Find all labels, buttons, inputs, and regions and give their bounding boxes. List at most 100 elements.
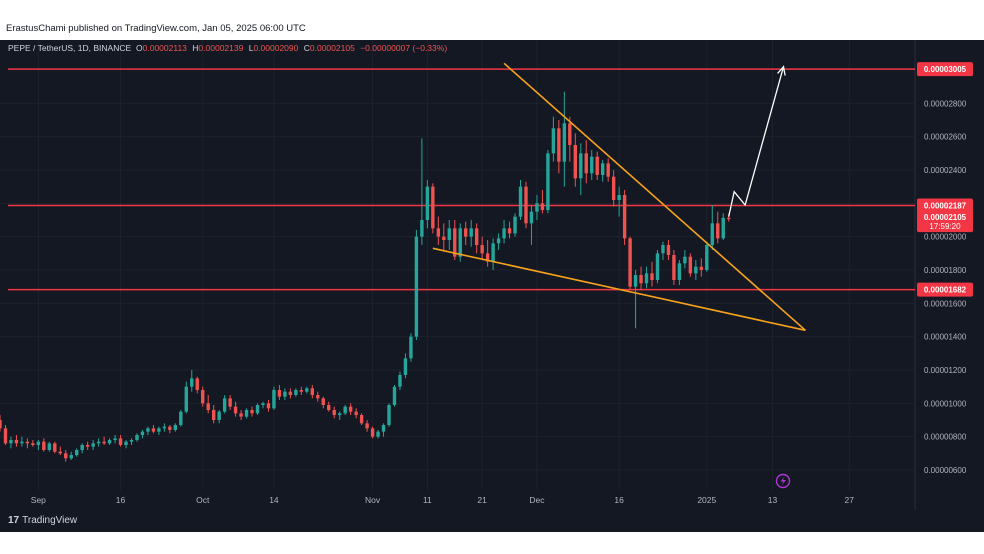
time-axis: Sep 16 Oct 14 Nov 11 21 Dec 16 2025 13 27: [31, 495, 854, 505]
candle-body: [518, 186, 523, 217]
candle-body: [107, 440, 112, 444]
candle-body: [414, 236, 419, 337]
price-tick-label: 0.00001400: [924, 333, 967, 342]
candle-body: [173, 425, 178, 430]
candle-body: [146, 428, 150, 432]
candle-body: [266, 403, 271, 409]
candle-body: [491, 243, 495, 262]
trendline: [503, 62, 806, 331]
legend-l-label: L: [249, 43, 254, 53]
candle-body: [650, 273, 654, 280]
candle-body: [365, 423, 369, 429]
projection-arrowhead: [777, 65, 786, 76]
candle-body: [288, 391, 293, 395]
candle-body: [129, 440, 134, 442]
current-price-label: 0.00002105: [924, 213, 967, 222]
price-tick-label: 0.00002400: [924, 166, 967, 175]
candle-body: [436, 228, 441, 237]
candle-body: [442, 236, 446, 240]
candle-body: [195, 378, 199, 390]
candle-body: [524, 186, 528, 224]
candle-body: [666, 245, 671, 255]
candle-body: [387, 405, 391, 425]
candle-body: [96, 441, 101, 444]
level-price-label: 0.00003005: [924, 65, 967, 74]
candle-body: [710, 223, 714, 245]
candle-body: [14, 440, 19, 444]
candle-body: [217, 411, 221, 420]
candle-body: [168, 426, 172, 430]
candle-body: [157, 428, 161, 432]
price-tick-label: 0.00000800: [924, 433, 967, 442]
grid-lines: [0, 40, 915, 490]
candle-body: [343, 406, 347, 414]
candle-body: [233, 406, 238, 414]
price-tick-label: 0.00000600: [924, 466, 967, 475]
legend-change: −0.00000007 (−0.33%): [360, 43, 447, 53]
candle-body: [222, 398, 227, 412]
candle-body: [332, 410, 336, 415]
chart-canvas[interactable]: 0.00000600 0.00000800 0.00001000 0.00001200…: [0, 40, 984, 510]
footer-bar: 17 TradingView: [0, 510, 984, 532]
candle-body: [151, 428, 156, 432]
candle-body: [338, 413, 342, 415]
legend: PEPE / TetherUS, 1D, BINANCE O0.00002113…: [8, 43, 447, 53]
time-tick-label: 14: [269, 495, 279, 505]
candle-body: [381, 425, 386, 432]
lightning-icon[interactable]: [775, 473, 791, 489]
candle-body: [179, 411, 183, 425]
price-labels: 0.00003005 0.00002187 0.00001682 0.00002105…: [917, 62, 973, 297]
candle-body: [425, 186, 430, 220]
time-tick-label: Sep: [31, 495, 46, 505]
candle-body: [277, 390, 282, 397]
candle-body: [420, 220, 424, 237]
legend-l-value: 0.00002090: [253, 43, 298, 53]
candle-body: [3, 428, 8, 444]
candle-body: [228, 398, 232, 407]
candle-body: [721, 217, 725, 239]
candle-body: [102, 441, 106, 444]
candle-body: [85, 445, 90, 447]
legend-c-label: C: [304, 43, 310, 53]
legend-ohlc: O0.00002113 H0.00002139 L0.00002090 C0.0…: [136, 43, 447, 53]
candle-body: [255, 405, 260, 414]
tradingview-logo-icon[interactable]: 17: [8, 515, 20, 526]
candle-body: [469, 228, 473, 237]
candle-body: [562, 123, 567, 162]
candle-body: [655, 253, 660, 280]
candle-body: [201, 390, 205, 404]
price-tick-label: 0.00001000: [924, 399, 967, 408]
trendlines: [432, 62, 806, 332]
level-price-tag: [917, 282, 973, 297]
level-price-tag: [917, 198, 973, 213]
candle-body: [716, 223, 720, 239]
candle-body: [622, 195, 627, 239]
candle-body: [447, 228, 451, 240]
time-tick-label: 2025: [697, 495, 716, 505]
legend-symbol: PEPE / TetherUS, 1D, BINANCE: [8, 43, 131, 53]
candle-body: [348, 406, 353, 412]
time-tick-label: 21: [477, 495, 487, 505]
candle-body: [25, 441, 30, 444]
candle-body: [579, 153, 583, 179]
candle-body: [261, 403, 265, 405]
chart-background: [0, 40, 984, 510]
candle-body: [502, 228, 506, 239]
current-price-tag: [917, 210, 973, 233]
candle-body: [540, 203, 545, 210]
price-tick-label: 0.00002000: [924, 233, 967, 242]
candle-body: [644, 273, 649, 284]
projection-path: [728, 66, 785, 217]
candle-body: [370, 428, 375, 437]
candle-body: [244, 410, 249, 417]
tradingview-brand[interactable]: TradingView: [22, 515, 78, 526]
candle-body: [464, 228, 468, 237]
candle-body: [677, 263, 682, 280]
candle-body: [91, 443, 95, 447]
candle-body: [206, 403, 210, 410]
candle-body: [431, 186, 435, 229]
candle-body: [557, 128, 561, 162]
candle-body: [705, 245, 709, 270]
candle-body: [53, 443, 57, 452]
candle-body: [140, 431, 145, 435]
